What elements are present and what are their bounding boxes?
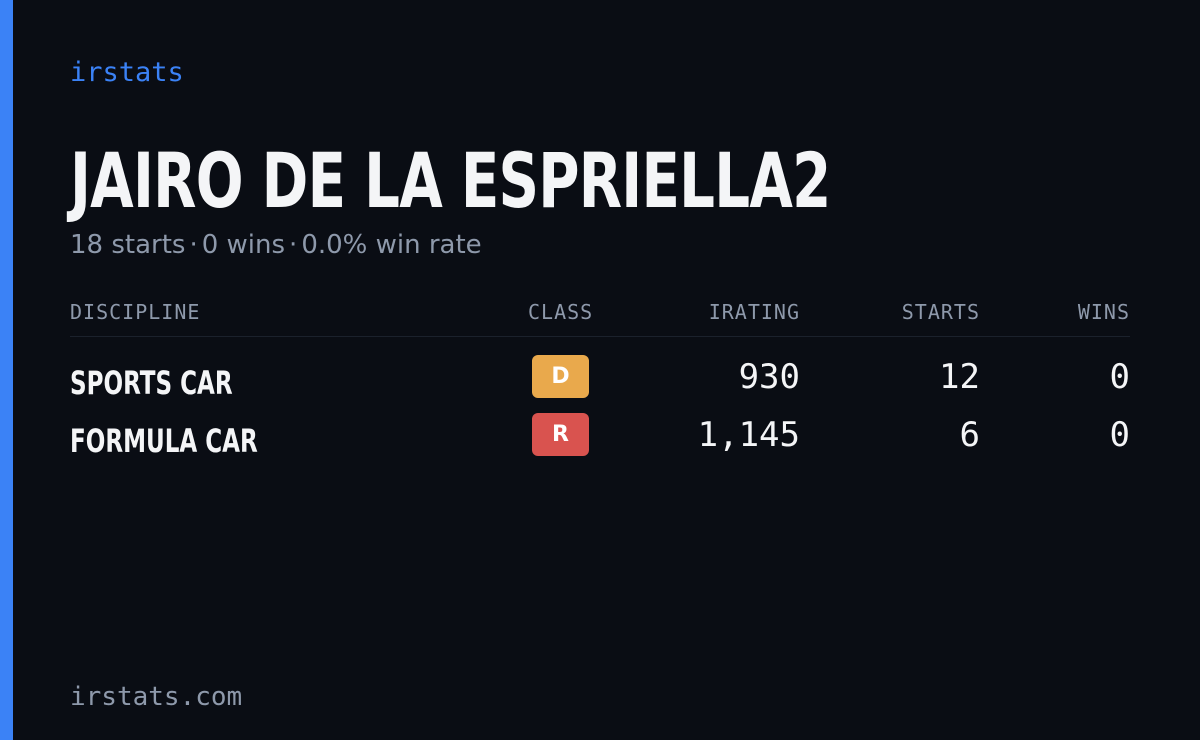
summary-starts: 18 starts [70, 230, 186, 260]
irating-value: 930 [738, 357, 800, 397]
table-header: DISCIPLINE CLASS IRATING STARTS WINS [70, 296, 1130, 337]
table-row: FORMULA CAR R 1,145 6 0 [70, 413, 1130, 471]
starts-value: 12 [939, 357, 980, 397]
starts-value: 6 [959, 415, 980, 455]
header-irating: IRATING [708, 300, 800, 324]
license-class-badge: R [532, 413, 589, 456]
header-class: CLASS [528, 300, 594, 324]
discipline-name: FORMULA CAR [70, 422, 258, 460]
summary-separator: · [189, 230, 198, 260]
brand-logo-text: irstats [70, 57, 184, 88]
header-starts: STARTS [901, 300, 980, 324]
summary-separator: · [289, 230, 298, 260]
stats-summary: 18 starts · 0 wins · 0.0% win rate [70, 228, 482, 262]
wins-value: 0 [1109, 357, 1130, 397]
license-class-badge: D [532, 355, 589, 398]
accent-bar [0, 0, 13, 740]
summary-wins: 0 wins [201, 230, 286, 260]
irating-value: 1,145 [697, 415, 800, 455]
table-row: SPORTS CAR D 930 12 0 [70, 355, 1130, 413]
header-wins: WINS [1077, 300, 1130, 324]
player-name: JAIRO DE LA ESPRIELLA2 [70, 136, 831, 225]
header-discipline: DISCIPLINE [70, 300, 201, 324]
discipline-name: SPORTS CAR [70, 364, 233, 402]
wins-value: 0 [1109, 415, 1130, 455]
footer-site-url: irstats.com [70, 682, 243, 712]
discipline-stats-table: DISCIPLINE CLASS IRATING STARTS WINS SPO… [70, 296, 1130, 460]
summary-win-rate: 0.0% win rate [301, 230, 482, 260]
